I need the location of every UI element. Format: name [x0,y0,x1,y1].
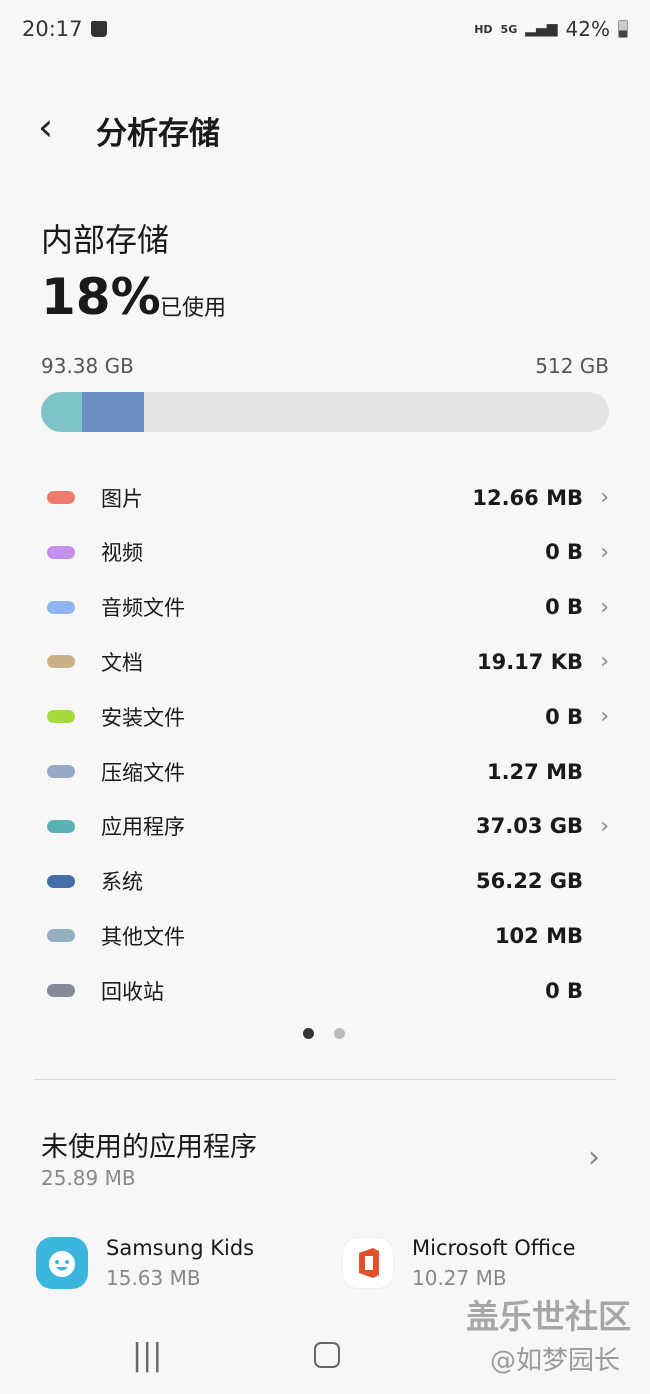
app-name: Microsoft Office [412,1236,576,1260]
category-color-dot [47,874,75,888]
recents-button[interactable]: ||| [132,1338,163,1373]
battery-level: 42% [565,17,610,41]
category-color-dot [47,765,75,778]
category-color-dot [47,600,75,614]
app-name: Samsung Kids [106,1236,255,1260]
watermark-line1: 盖乐世社区 [466,1297,631,1336]
category-color-dot [47,545,75,559]
page-indicator[interactable] [303,1028,345,1039]
category-value: 0 B [545,595,583,620]
watermark-line2: @如梦园长 [490,1346,621,1376]
category-label: 压缩文件 [101,760,185,785]
category-row[interactable]: 视频 0 B › [41,525,611,580]
category-color-dot [47,984,75,998]
chevron-right-icon[interactable]: › [600,539,609,565]
category-row: 系统 56.22 GB [41,854,611,909]
category-color-dot [47,655,75,669]
hd-indicator: HD [474,22,493,36]
status-bar: 20:17 HD 5G ▂▄▆ 42% [22,14,628,44]
storage-title: 内部存储 [41,221,170,259]
category-row[interactable]: 安装文件 0 B › [41,689,611,744]
used-label: 已使用 [160,296,227,321]
time: 20:17 [22,17,83,41]
category-value: 56.22 GB [476,869,583,894]
category-value: 102 MB [494,923,583,948]
microsoft-office-icon [342,1237,394,1289]
page-dot-2[interactable] [334,1028,345,1039]
divider [34,1079,616,1080]
category-label: 其他文件 [101,924,185,949]
chevron-right-icon[interactable]: › [600,485,609,510]
chevron-right-icon[interactable]: › [600,594,609,620]
bar-segment [41,392,82,432]
used-amount: 93.38 GB [41,354,134,378]
category-row: 压缩文件 1.27 MB [41,744,611,799]
category-value: 0 B [545,978,583,1003]
app-size: 15.63 MB [106,1266,201,1290]
home-button[interactable] [314,1342,340,1368]
category-color-dot [47,819,75,833]
samsung-kids-icon [36,1237,88,1289]
category-value: 1.27 MB [486,759,583,784]
used-percent: 18% [41,268,161,326]
category-label: 音频文件 [101,596,185,621]
category-label: 图片 [101,486,143,511]
chevron-right-icon[interactable]: › [600,813,609,839]
category-row[interactable]: 应用程序 37.03 GB › [41,799,611,854]
bar-segment [81,392,145,432]
category-value: 0 B [545,704,583,729]
category-label: 视频 [101,541,143,566]
category-label: 安装文件 [101,705,185,730]
category-color-dot [47,929,75,943]
category-value: 37.03 GB [476,814,583,839]
network-type: 5G [500,22,518,36]
category-row[interactable]: 文档 19.17 KB › [41,634,611,689]
storage-bar [41,392,609,432]
unused-apps-size: 25.89 MB [41,1166,136,1190]
category-value: 12.66 MB [472,485,583,510]
category-color-dot [47,710,75,724]
category-value: 19.17 KB [476,649,583,674]
category-color-dot [47,491,75,504]
battery-icon [618,20,628,38]
category-label: 文档 [101,650,143,675]
category-label: 回收站 [101,979,164,1004]
category-label: 系统 [101,870,143,895]
app-microsoft-office[interactable]: Microsoft Office 10.27 MB [342,1236,576,1290]
page-title: 分析存储 [96,116,220,152]
category-row[interactable]: 图片 12.66 MB › [41,470,611,525]
category-value: 0 B [545,540,583,565]
chevron-right-icon[interactable]: › [588,1140,600,1175]
back-button[interactable]: ‹ [38,105,54,149]
unused-apps-title[interactable]: 未使用的应用程序 [41,1132,257,1163]
chevron-right-icon[interactable]: › [600,649,609,675]
signal-icon: ▂▄▆ [525,21,558,37]
chevron-right-icon[interactable]: › [600,704,609,730]
category-label: 应用程序 [101,815,185,840]
page-dot-1[interactable] [303,1028,314,1039]
category-row: 其他文件 102 MB [41,908,611,963]
category-row: 回收站 0 B [41,963,611,1018]
app-size: 10.27 MB [412,1266,507,1290]
category-row[interactable]: 音频文件 0 B › [41,580,611,635]
shopping-bag-icon [90,21,107,37]
total-amount: 512 GB [535,354,609,378]
app-samsung-kids[interactable]: Samsung Kids 15.63 MB [36,1236,254,1290]
